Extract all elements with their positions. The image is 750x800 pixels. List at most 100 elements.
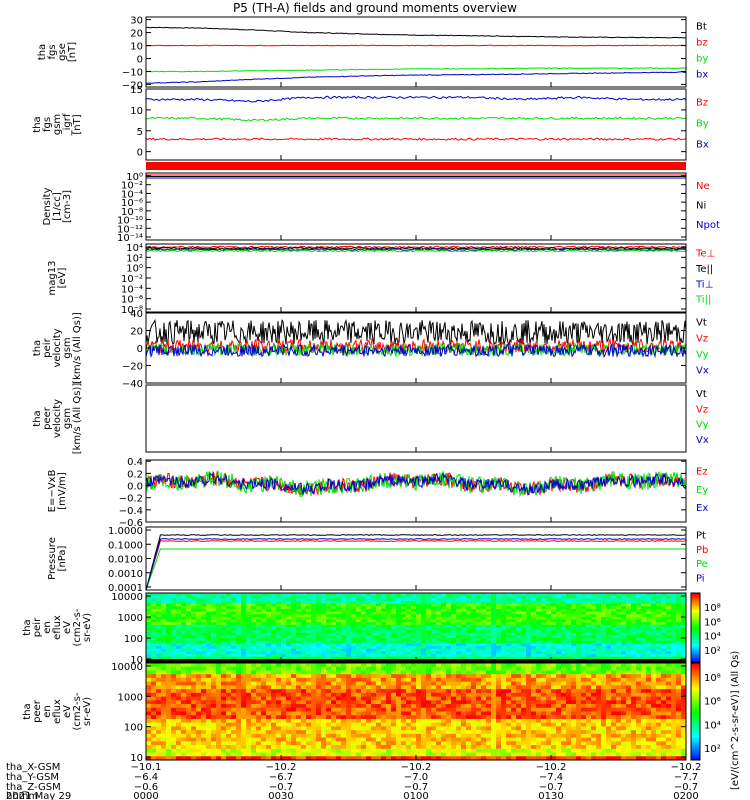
heatmap-cell [471, 632, 477, 636]
heatmap-cell [371, 685, 377, 690]
heatmap-cell [251, 700, 257, 705]
heatmap-cell [421, 646, 427, 650]
heatmap-cell [586, 711, 592, 716]
heatmap-cell [656, 674, 662, 679]
heatmap-cell [681, 663, 687, 668]
heatmap-cell [601, 606, 607, 610]
heatmap-cell [636, 700, 642, 705]
heatmap-cell [496, 600, 502, 605]
heatmap-cell [416, 635, 422, 639]
heatmap-cell [161, 666, 167, 671]
heatmap-cell [336, 598, 342, 602]
legend-label: By [696, 119, 709, 130]
y-tick-label: 0.4 [127, 457, 143, 468]
heatmap-cell [521, 707, 527, 712]
heatmap-cell [656, 635, 662, 639]
heatmap-cell [656, 689, 662, 694]
heatmap-cell [641, 643, 647, 647]
heatmap-cell [491, 696, 497, 701]
heatmap-cell [606, 595, 612, 599]
heatmap-cell [471, 638, 477, 642]
heatmap-cell [586, 704, 592, 709]
heatmap-cell [456, 689, 462, 694]
heatmap-cell [426, 715, 432, 720]
heatmap-cell [496, 711, 502, 716]
heatmap-cell [361, 632, 367, 636]
heatmap-cell [316, 595, 322, 599]
heatmap-cell [246, 704, 252, 709]
heatmap-cell [181, 624, 187, 628]
heatmap-cell [146, 619, 152, 623]
legend-label: Vt [696, 389, 707, 400]
heatmap-cell [186, 598, 192, 602]
heatmap-cell [576, 598, 582, 602]
heatmap-cell [406, 651, 412, 655]
heatmap-cell [361, 616, 367, 621]
heatmap-cell [491, 689, 497, 694]
heatmap-cell [421, 692, 427, 698]
heatmap-cell [431, 600, 437, 605]
heatmap-cell [291, 666, 297, 671]
heatmap-cell [526, 707, 532, 712]
heatmap-cell [471, 616, 477, 621]
heatmap-cell [426, 651, 432, 655]
heatmap-cell [381, 622, 387, 626]
heatmap-cell [526, 656, 532, 660]
heatmap-cell [631, 674, 637, 679]
heatmap-cell [321, 622, 327, 626]
heatmap-cell [596, 718, 602, 724]
heatmap-cell [346, 715, 352, 720]
heatmap-cell [266, 640, 272, 644]
heatmap-cell [496, 598, 502, 602]
heatmap-cell [241, 622, 247, 626]
heatmap-cell [501, 608, 507, 613]
heatmap-cell [626, 654, 632, 658]
heatmap-cell [361, 670, 367, 675]
heatmap-cell [601, 600, 607, 605]
heatmap-cell [191, 689, 197, 694]
heatmap-cell [486, 663, 492, 668]
heatmap-cell [461, 656, 467, 660]
legend-label: Ti|| [695, 295, 711, 306]
heatmap-cell [486, 632, 492, 636]
heatmap-cell [221, 638, 227, 642]
heatmap-cell [481, 643, 487, 647]
heatmap-cell [431, 598, 437, 602]
heatmap-cell [436, 611, 442, 615]
heatmap-cell [196, 608, 202, 613]
heatmap-cell [346, 627, 352, 631]
heatmap-cell [366, 651, 372, 655]
heatmap-cell [566, 624, 572, 628]
heatmap-cell [411, 674, 417, 679]
heatmap-cell [531, 643, 537, 647]
legend-label: bx [696, 69, 708, 80]
heatmap-cell [271, 722, 277, 727]
heatmap-cell [281, 619, 287, 623]
heatmap-cell [576, 707, 582, 712]
heatmap-cell [386, 711, 392, 716]
heatmap-cell [226, 627, 232, 631]
heatmap-cell [561, 638, 567, 642]
heatmap-cell [201, 632, 207, 636]
heatmap-cell [591, 630, 597, 634]
heatmap-cell [261, 638, 267, 642]
heatmap-cell [621, 648, 627, 652]
heatmap-cell [666, 674, 672, 679]
heatmap-cell [326, 606, 332, 610]
heatmap-cell [336, 718, 342, 724]
heatmap-cell [311, 640, 317, 644]
heatmap-cell [186, 619, 192, 623]
heatmap-cell [581, 624, 587, 628]
heatmap-cell [331, 614, 337, 618]
heatmap-cell [496, 624, 502, 628]
heatmap-cell [231, 681, 237, 686]
heatmap-cell [631, 666, 637, 671]
heatmap-cell [531, 646, 537, 650]
heatmap-cell [171, 711, 177, 716]
heatmap-cell [336, 692, 342, 698]
heatmap-cell [556, 670, 562, 675]
heatmap-cell [606, 608, 612, 613]
heatmap-cell [426, 619, 432, 623]
heatmap-cell [166, 718, 172, 724]
heatmap-cell [316, 689, 322, 694]
